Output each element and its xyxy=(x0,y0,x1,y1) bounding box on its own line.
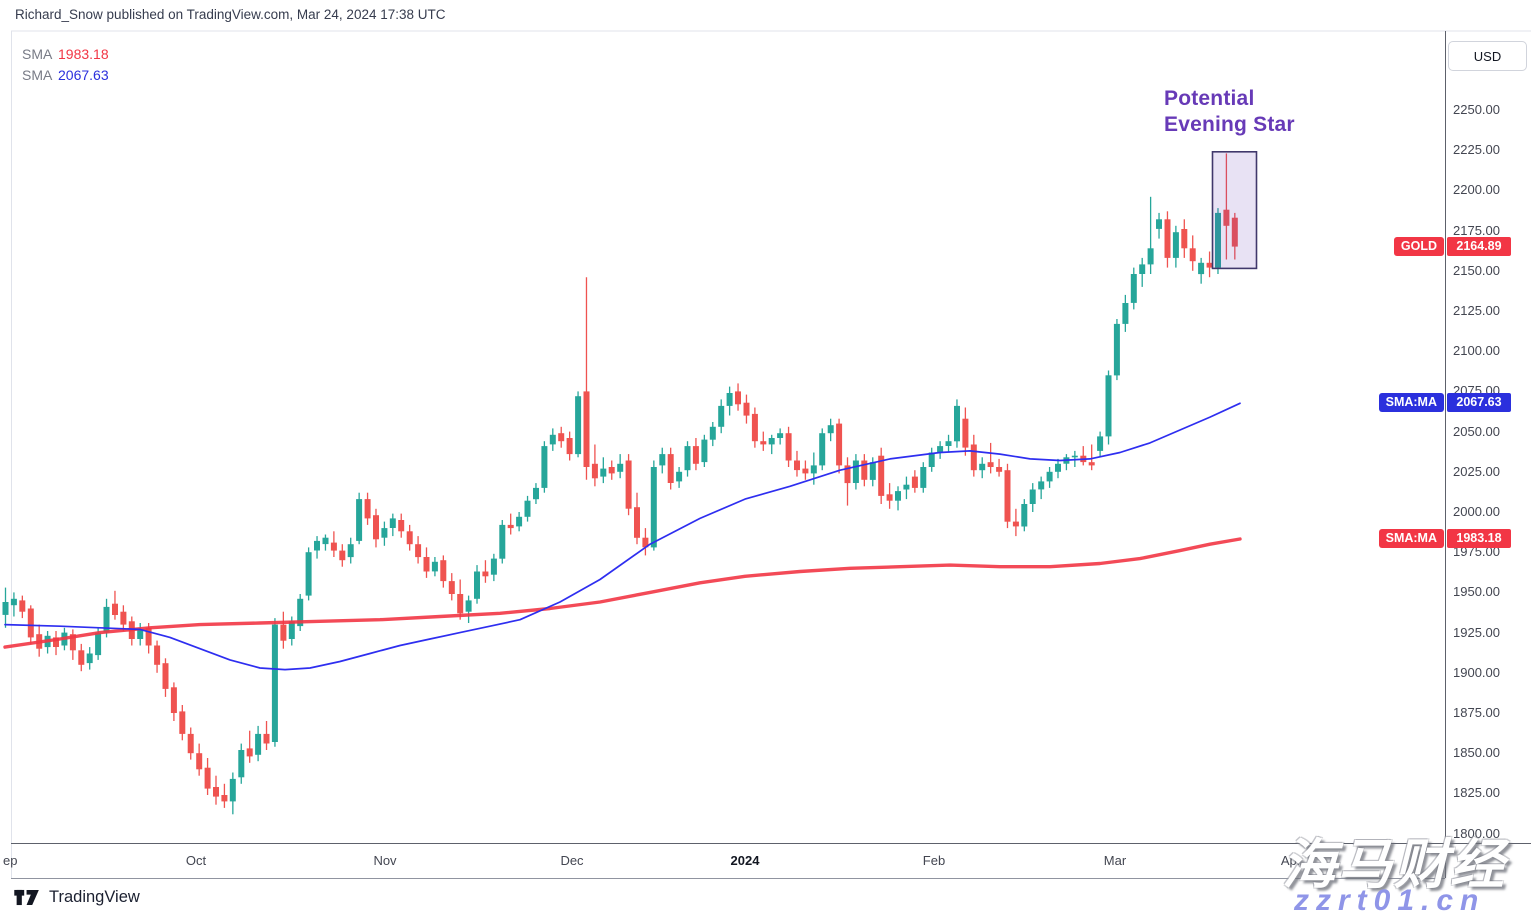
candles xyxy=(2,153,1238,815)
sma-fast-tag-label: SMA:MA xyxy=(1378,393,1444,412)
sma-fast-tag-value: 2067.63 xyxy=(1447,393,1511,412)
gold-tag-label: GOLD xyxy=(1393,237,1444,256)
price-tick: 1875.00 xyxy=(1453,705,1500,720)
time-tick-2024: 2024 xyxy=(730,853,760,868)
price-tick: 2025.00 xyxy=(1453,463,1500,479)
price-tick: 2200.00 xyxy=(1453,182,1500,198)
sma-slow-label: SMA xyxy=(22,46,53,62)
time-tick-Mar: Mar xyxy=(1103,853,1127,868)
sma-slow-value: 1983.18 xyxy=(58,46,109,62)
sma-fast-label: SMA xyxy=(22,67,53,83)
price-tick: 2250.00 xyxy=(1453,102,1500,117)
time-tick-Nov: Nov xyxy=(373,853,397,868)
sma-slow-line xyxy=(3,537,1242,649)
watermark-url: zzrt01.cn xyxy=(1294,884,1486,917)
price-tick: 2100.00 xyxy=(1453,343,1500,359)
time-tick-Apr: Apr xyxy=(1280,853,1302,868)
price-tick: 2050.00 xyxy=(1453,423,1500,439)
watermark-cn: 海马财经 xyxy=(1282,835,1506,895)
sma-fast-value: 2067.63 xyxy=(58,67,109,83)
sma-slow-tag-value: 1983.18 xyxy=(1447,529,1511,548)
sma-slow-tag-label: SMA:MA xyxy=(1378,529,1444,548)
time-tick-ep: ep xyxy=(3,853,18,868)
price-tick: 1800.00 xyxy=(1453,825,1500,841)
legend-sma-slow[interactable]: SMA 1983.18 xyxy=(22,44,109,65)
evening-star-box[interactable] xyxy=(1211,151,1258,270)
price-tick: 1850.00 xyxy=(1453,745,1500,761)
sma-fast-line xyxy=(4,402,1241,671)
price-tick: 1925.00 xyxy=(1453,624,1500,640)
price-tick: 1950.00 xyxy=(1453,584,1500,600)
price-tick: 2150.00 xyxy=(1453,262,1500,278)
annotation-line2: Evening Star xyxy=(1164,113,1295,136)
price-tick: 2225.00 xyxy=(1453,142,1500,158)
indicator-legend: SMA 1983.18 SMA 2067.63 xyxy=(22,44,109,86)
legend-sma-fast[interactable]: SMA 2067.63 xyxy=(22,65,109,86)
usd-currency-button[interactable]: USD xyxy=(1448,41,1527,71)
price-tick: 2000.00 xyxy=(1453,504,1500,519)
price-tick: 1900.00 xyxy=(1453,664,1500,680)
evening-star-annotation[interactable]: Potential Evening Star xyxy=(1164,86,1295,138)
tradingview-wordmark: TradingView xyxy=(49,888,140,906)
gold-tag-value: 2164.89 xyxy=(1447,237,1511,256)
tradingview-attribution[interactable]: TradingView xyxy=(14,888,140,907)
time-tick-Oct: Oct xyxy=(185,853,207,868)
time-tick-Dec: Dec xyxy=(560,853,584,868)
price-tick: 1825.00 xyxy=(1453,785,1500,801)
price-tick: 2175.00 xyxy=(1453,222,1500,238)
annotation-line1: Potential xyxy=(1164,87,1255,110)
publish-info: Richard_Snow published on TradingView.co… xyxy=(15,7,446,22)
tradingview-logo-icon xyxy=(14,889,39,906)
price-tick: 2125.00 xyxy=(1453,303,1500,318)
time-tick-Feb: Feb xyxy=(922,853,946,868)
